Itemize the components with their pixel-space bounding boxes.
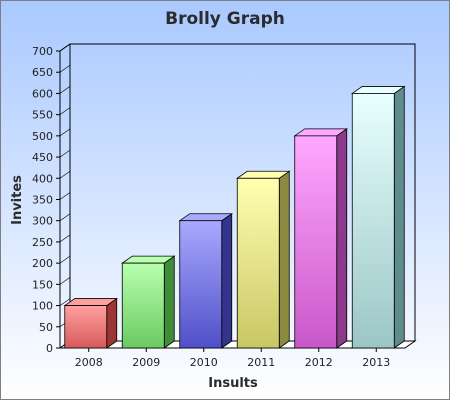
y-tick-label: 550 (32, 109, 53, 122)
x-tick-label: 2011 (247, 356, 275, 369)
x-tick-label: 2008 (75, 356, 103, 369)
y-tick-wall-mark (59, 234, 71, 243)
y-tick-label: 500 (32, 130, 53, 143)
bar-front-face (121, 262, 165, 349)
y-tick-label: 250 (32, 236, 53, 249)
x-tick-label: 2013 (362, 356, 390, 369)
y-tick-label: 450 (32, 151, 53, 164)
y-tick-label: 300 (32, 215, 53, 228)
y-tick-label: 0 (46, 342, 53, 355)
x-tick-label: 2010 (190, 356, 218, 369)
bar-2012 (293, 128, 349, 349)
y-tick-wall-mark (59, 128, 71, 137)
y-axis-label: Invites (10, 175, 25, 225)
bar-front-face (64, 305, 108, 349)
bar-front-face (294, 135, 338, 349)
x-axis-ticks: 2008 2009 2010 2011 2012 2013 (75, 348, 390, 369)
bar-front-face (236, 177, 280, 349)
x-axis-label: Insults (208, 376, 258, 391)
y-tick-wall-mark (59, 213, 71, 221)
y-tick-label: 650 (32, 66, 53, 79)
bar-front-face (179, 220, 223, 349)
y-tick-wall-mark (59, 107, 71, 115)
y-tick-label: 400 (32, 172, 53, 185)
chart-title: Brolly Graph (165, 9, 285, 29)
y-tick-label: 50 (39, 321, 53, 334)
y-tick-wall-mark (59, 43, 71, 52)
y-tick-wall-mark (59, 64, 71, 73)
bar-2010 (178, 212, 234, 349)
y-tick-label: 150 (32, 278, 53, 291)
bar-side-face (163, 255, 175, 349)
y-tick-label: 600 (32, 87, 53, 100)
bars (63, 85, 406, 349)
bar-2008 (63, 297, 119, 349)
bar-2013 (350, 85, 406, 349)
bar-side-face (106, 297, 118, 349)
y-tick-wall-mark (59, 149, 71, 158)
x-tick-label: 2012 (305, 356, 333, 369)
y-tick-wall-mark (59, 86, 71, 94)
bar-side-face (221, 212, 233, 349)
y-tick-label: 100 (32, 300, 53, 313)
y-tick-wall-mark (59, 298, 71, 306)
bar-2009 (120, 255, 176, 349)
bar-side-face (393, 85, 405, 349)
x-tick-label: 2009 (132, 356, 160, 369)
bar-side-face (336, 128, 348, 349)
y-tick-label: 700 (32, 45, 53, 58)
y-tick-wall-mark (59, 277, 71, 285)
y-tick-wall-mark (59, 255, 71, 264)
y-tick-label: 350 (32, 194, 53, 207)
bar-2011 (235, 170, 291, 349)
bar-front-face (351, 93, 395, 349)
y-tick-wall-mark (59, 192, 71, 200)
bar-side-face (278, 170, 290, 349)
y-tick-wall-mark (59, 171, 71, 179)
y-tick-label: 200 (32, 257, 53, 270)
